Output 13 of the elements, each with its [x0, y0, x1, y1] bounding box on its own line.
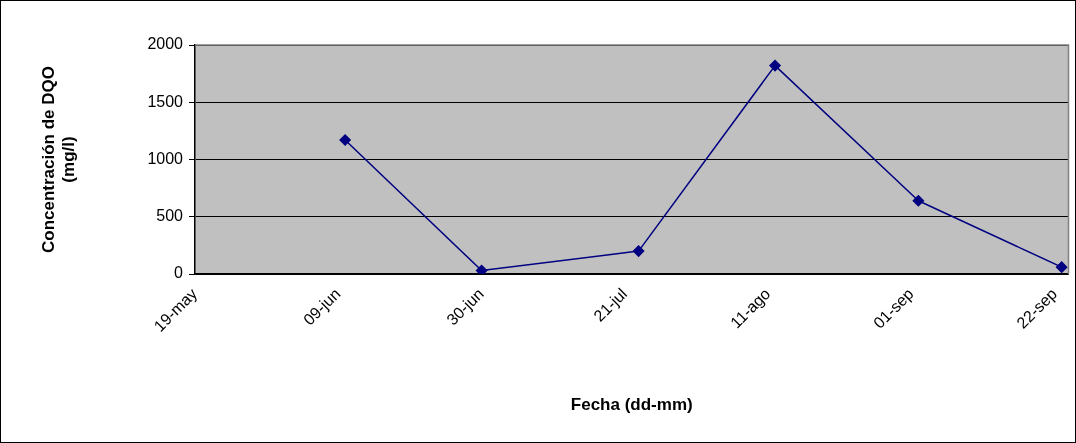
y-axis-title: Concentración de DQO (mg/l) — [38, 65, 79, 254]
y-tick-label: 1500 — [147, 92, 184, 110]
y-tick-label: 2000 — [147, 35, 184, 53]
point — [769, 59, 781, 72]
point — [912, 194, 925, 207]
y-tick-label: 1000 — [147, 149, 184, 167]
y-tick-label: 0 — [174, 264, 184, 282]
x-axis-title: Fecha (dd-mm) — [570, 395, 693, 415]
point — [1055, 261, 1068, 273]
point — [339, 134, 351, 146]
point — [632, 245, 645, 257]
y-tick-label: 500 — [156, 207, 184, 225]
point — [475, 264, 488, 274]
